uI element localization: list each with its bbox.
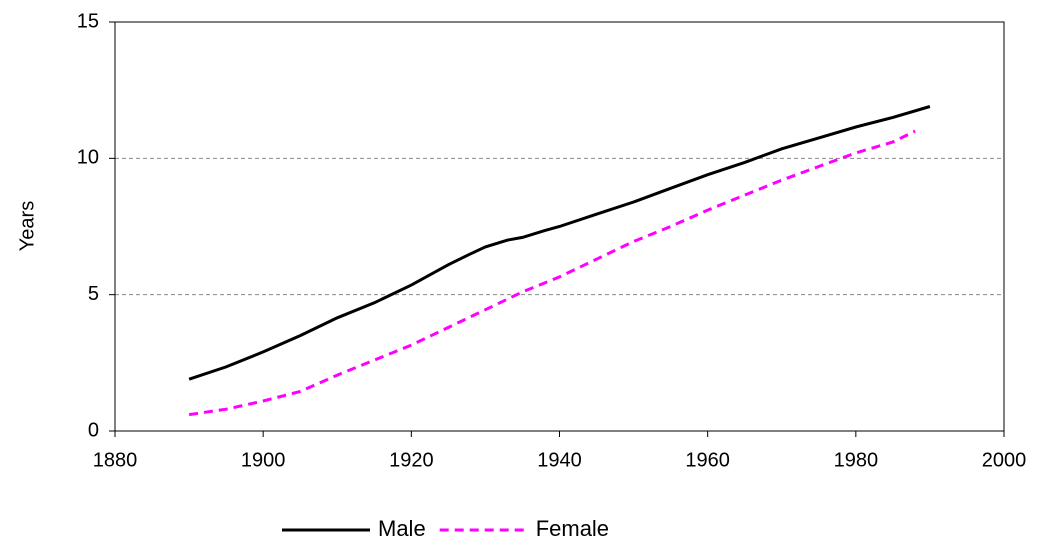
x-tick-label: 1880 bbox=[93, 449, 138, 471]
x-tick-label: 1980 bbox=[834, 449, 879, 471]
x-tick-label: 2000 bbox=[982, 449, 1027, 471]
line-series bbox=[188, 129, 916, 417]
x-tick-label: 1920 bbox=[389, 449, 434, 471]
legend-label: Female bbox=[536, 516, 609, 541]
x-tick-label: 1960 bbox=[685, 449, 730, 471]
x-tick-label: 1940 bbox=[537, 449, 582, 471]
legend-label: Male bbox=[378, 516, 426, 541]
y-tick-label: 10 bbox=[77, 147, 99, 169]
x-tick-label: 1900 bbox=[241, 449, 286, 471]
y-tick-label: 15 bbox=[77, 10, 99, 32]
plot-frame bbox=[114, 21, 1005, 432]
y-tick-label: 0 bbox=[88, 419, 99, 441]
y-tick-label: 5 bbox=[88, 283, 99, 305]
line-series bbox=[188, 105, 931, 381]
y-axis-label: Years bbox=[16, 201, 38, 251]
